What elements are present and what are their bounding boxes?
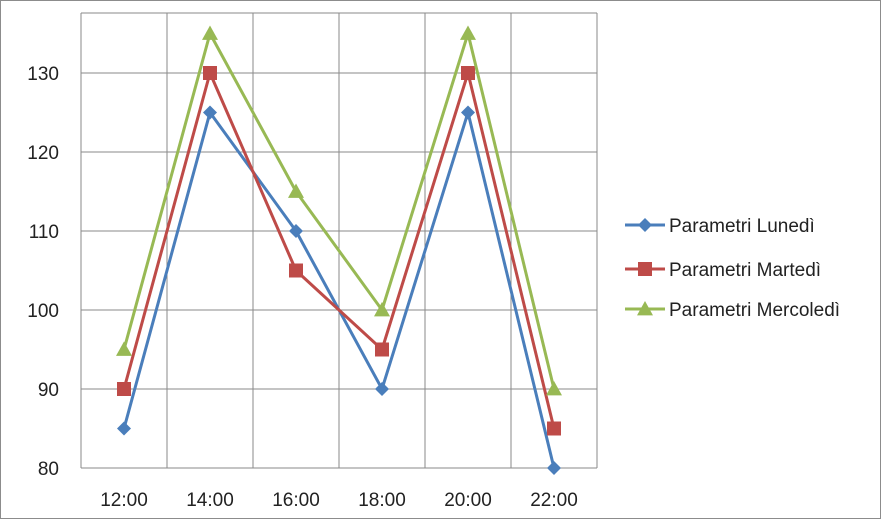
data-point-triangle bbox=[202, 25, 218, 40]
legend-marker-triangle bbox=[637, 301, 653, 316]
legend-item: Parametri Lunedì bbox=[625, 216, 815, 237]
y-tick-label: 120 bbox=[27, 143, 59, 164]
series-line bbox=[122, 71, 556, 429]
y-tick-label: 130 bbox=[27, 64, 59, 85]
y-tick-label: 100 bbox=[27, 301, 59, 322]
data-point-square bbox=[461, 66, 475, 80]
data-point-square bbox=[375, 342, 389, 357]
legend-item: Parametri Mercoledì bbox=[625, 300, 840, 321]
y-tick-label: 80 bbox=[38, 459, 59, 480]
data-point-diamond bbox=[289, 224, 303, 238]
data-point-triangle bbox=[460, 25, 476, 40]
data-point-square bbox=[203, 66, 217, 80]
data-point-diamond bbox=[461, 105, 475, 120]
y-tick-label: 90 bbox=[38, 380, 59, 401]
legend-marker-square bbox=[638, 262, 652, 276]
data-point-square bbox=[117, 382, 131, 396]
x-tick-label: 16:00 bbox=[272, 490, 320, 511]
legend: Parametri Lunedì Parametri Martedì Paramet… bbox=[625, 216, 840, 321]
x-tick-label: 12:00 bbox=[100, 490, 148, 511]
data-point-diamond bbox=[117, 421, 131, 436]
data-point-diamond bbox=[203, 105, 217, 120]
legend-label: Parametri Mercoledì bbox=[669, 300, 840, 321]
data-point-diamond bbox=[547, 461, 561, 475]
data-point-diamond bbox=[375, 382, 389, 396]
data-point-triangle bbox=[546, 381, 562, 396]
legend-label: Parametri Lunedì bbox=[669, 216, 815, 237]
data-point-triangle bbox=[374, 302, 390, 317]
series-2 bbox=[117, 66, 561, 436]
x-tick-label: 20:00 bbox=[444, 490, 492, 511]
series-3 bbox=[116, 25, 562, 396]
x-tick-label: 22:00 bbox=[530, 490, 578, 511]
series-line bbox=[122, 32, 556, 390]
legend-item: Parametri Martedì bbox=[625, 260, 821, 281]
y-tick-label: 110 bbox=[29, 222, 59, 243]
data-point-triangle bbox=[288, 183, 304, 198]
x-axis-ticks: 12:00 14:00 16:00 18:00 20:00 22:00 bbox=[100, 490, 578, 511]
x-tick-label: 14:00 bbox=[186, 490, 234, 511]
data-point-square bbox=[547, 421, 561, 436]
legend-marker-diamond bbox=[638, 218, 652, 232]
data-point-triangle bbox=[116, 341, 132, 356]
grid bbox=[80, 12, 598, 469]
y-axis-ticks: 80 90 100 110 120 130 bbox=[27, 64, 59, 480]
legend-label: Parametri Martedì bbox=[669, 260, 821, 281]
data-point-square bbox=[289, 263, 303, 278]
x-tick-label: 18:00 bbox=[358, 490, 406, 511]
series-lines bbox=[116, 25, 562, 475]
